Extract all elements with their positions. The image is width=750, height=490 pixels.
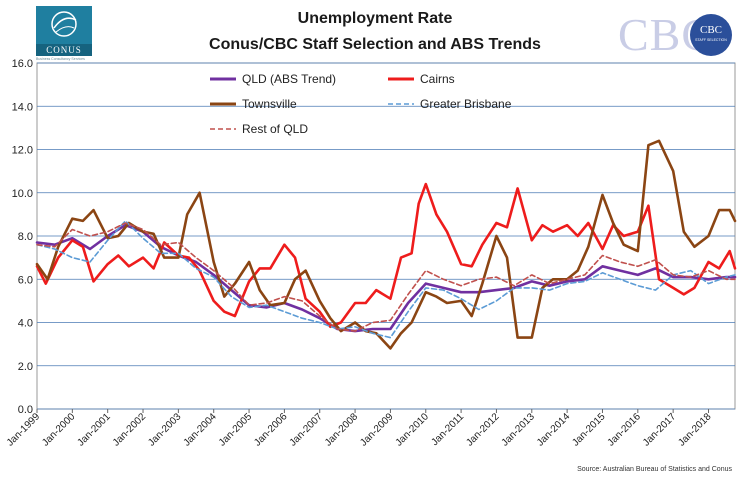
x-tick-label: Jan-2006 — [252, 411, 290, 449]
x-tick-label: Jan-2015 — [570, 411, 608, 449]
x-tick-label: Jan-2005 — [217, 411, 255, 449]
series-line-greater-brisbane — [36, 220, 736, 339]
x-tick-label: Jan-2013 — [500, 411, 538, 449]
y-tick-label: 4.0 — [18, 318, 33, 330]
series-line-rest-of-qld — [36, 222, 736, 332]
x-tick-label: Jan-2014 — [535, 411, 573, 449]
x-tick-label: Jan-2008 — [323, 411, 361, 449]
source-note: Source: Australian Bureau of Statistics … — [577, 466, 732, 473]
y-tick-label: 6.0 — [18, 274, 33, 286]
x-tick-label: Jan-2001 — [76, 411, 114, 449]
conus-logo-mark — [36, 6, 92, 46]
series-line-townsville — [35, 139, 737, 350]
chart-title: Unemployment Rate — [297, 10, 453, 27]
legend-label-greater-brisbane: Greater Brisbane — [420, 97, 512, 111]
conus-logo-wordmark: CONUS — [36, 44, 92, 56]
series-line-qld-abs-trend — [35, 223, 737, 333]
x-tick-label: Jan-2004 — [182, 411, 220, 449]
y-tick-label: 16.0 — [12, 58, 33, 70]
x-tick-label: Jan-2012 — [464, 411, 502, 449]
cbc-logo-badge: CBC STAFF SELECTION — [690, 14, 732, 56]
y-tick-label: 2.0 — [18, 361, 33, 373]
legend-label-rest-of-qld: Rest of QLD — [242, 122, 308, 136]
legend-label-qld-abs-trend: QLD (ABS Trend) — [242, 72, 336, 86]
x-tick-label: Jan-2018 — [676, 411, 714, 449]
x-tick-label: Jan-2011 — [429, 411, 466, 448]
x-tick-label: Jan-1999 — [5, 411, 43, 449]
y-tick-label: 14.0 — [12, 101, 33, 113]
conus-logo: CONUS Business Consultancy Services — [36, 6, 92, 62]
x-tick-label: Jan-2002 — [111, 411, 149, 449]
x-tick-label: Jan-2000 — [40, 411, 78, 449]
x-tick-label: Jan-2016 — [606, 411, 644, 449]
x-tick-label: Jan-2003 — [146, 411, 184, 449]
cbc-logo: CBC CBC STAFF SELECTION — [618, 12, 746, 60]
x-tick-label: Jan-2007 — [288, 411, 326, 449]
chart-subtitle: Conus/CBC Staff Selection and ABS Trends — [209, 36, 541, 53]
y-tick-label: 12.0 — [12, 145, 33, 157]
y-tick-label: 0.0 — [18, 404, 33, 416]
x-tick-label: Jan-2017 — [641, 411, 679, 449]
x-tick-label: Jan-2010 — [394, 411, 432, 449]
conus-logo-tagline: Business Consultancy Services — [36, 57, 85, 61]
series-line-cairns — [35, 182, 737, 329]
legend-label-cairns: Cairns — [420, 72, 455, 86]
y-tick-label: 8.0 — [18, 231, 33, 243]
y-tick-label: 10.0 — [12, 188, 33, 200]
x-tick-label: Jan-2009 — [358, 411, 396, 449]
legend-label-townsville: Townsville — [242, 97, 297, 111]
